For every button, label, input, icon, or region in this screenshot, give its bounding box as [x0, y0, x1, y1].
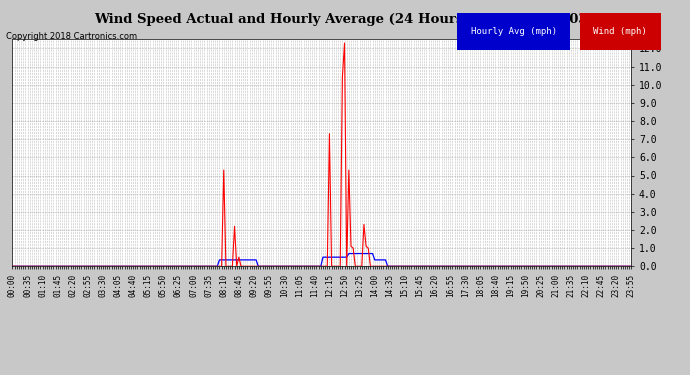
- Text: Copyright 2018 Cartronics.com: Copyright 2018 Cartronics.com: [6, 32, 137, 41]
- Text: Wind (mph): Wind (mph): [593, 27, 647, 36]
- Text: Wind Speed Actual and Hourly Average (24 Hours) (New) 20181031: Wind Speed Actual and Hourly Average (24…: [94, 13, 596, 26]
- Text: Hourly Avg (mph): Hourly Avg (mph): [471, 27, 557, 36]
